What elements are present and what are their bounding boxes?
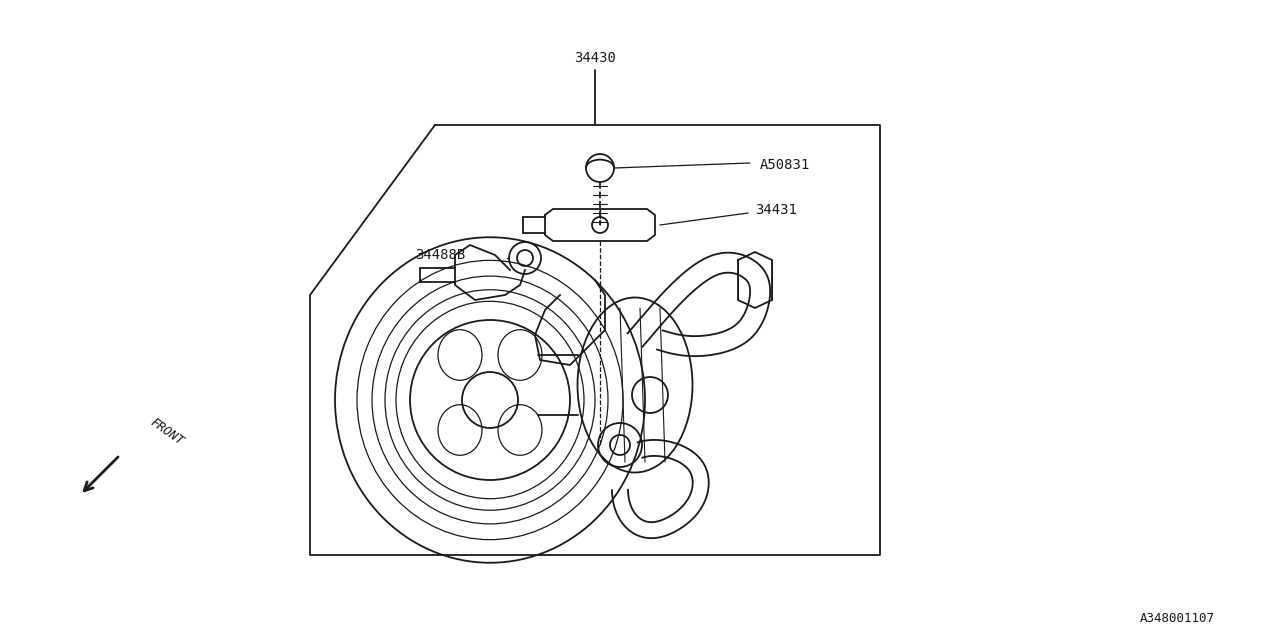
Text: FRONT: FRONT [148, 416, 186, 448]
Text: A50831: A50831 [760, 158, 810, 172]
Text: A348001107: A348001107 [1140, 611, 1215, 625]
Text: 34431: 34431 [755, 203, 797, 217]
Text: 34488B: 34488B [415, 248, 465, 262]
Text: 34430: 34430 [573, 51, 616, 65]
